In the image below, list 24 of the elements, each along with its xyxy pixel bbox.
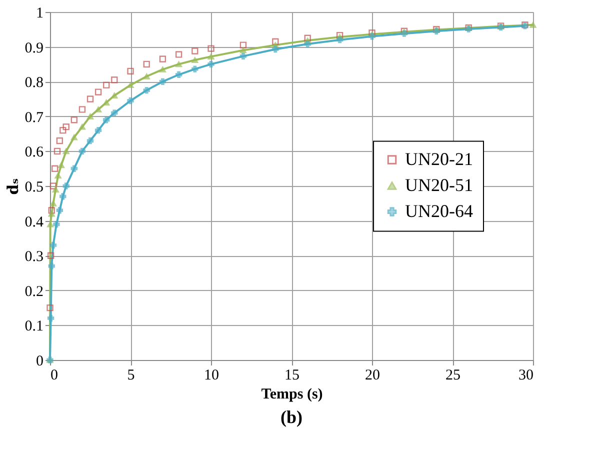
x-tick-label: 0 [50, 368, 58, 384]
legend-label: UN20-64 [405, 200, 473, 221]
y-tick-label: 0.5 [24, 180, 44, 196]
legend-label: UN20-21 [405, 148, 473, 169]
y-tick-label: 0.6 [24, 144, 44, 161]
y-tick-label: 0.1 [24, 318, 44, 335]
y-tick-label: 0.3 [24, 249, 44, 266]
y-tick-label: 0.2 [24, 284, 44, 300]
text: (b) [280, 407, 303, 427]
y-tick-label: 0.4 [24, 214, 44, 230]
x-tick-label: 10 [204, 368, 219, 384]
legend-label: UN20-51 [405, 174, 473, 195]
x-tick-label: 20 [365, 368, 380, 384]
x-tick-label: 15 [284, 368, 300, 384]
y-tick-label: 1 [36, 6, 44, 22]
x-tick-label: 25 [446, 368, 460, 384]
y-tick-label: 0.9 [24, 40, 44, 56]
y-tick-label: 0.8 [24, 75, 44, 92]
y-tick-label: 0 [36, 354, 44, 370]
x-tick-label: 30 [518, 368, 534, 384]
x-tick-label: 5 [127, 368, 135, 384]
x-axis-title: Temps (s) [261, 386, 323, 402]
y-axis-title: dₛ [4, 178, 22, 195]
y-tick-label: 0.7 [24, 110, 44, 126]
